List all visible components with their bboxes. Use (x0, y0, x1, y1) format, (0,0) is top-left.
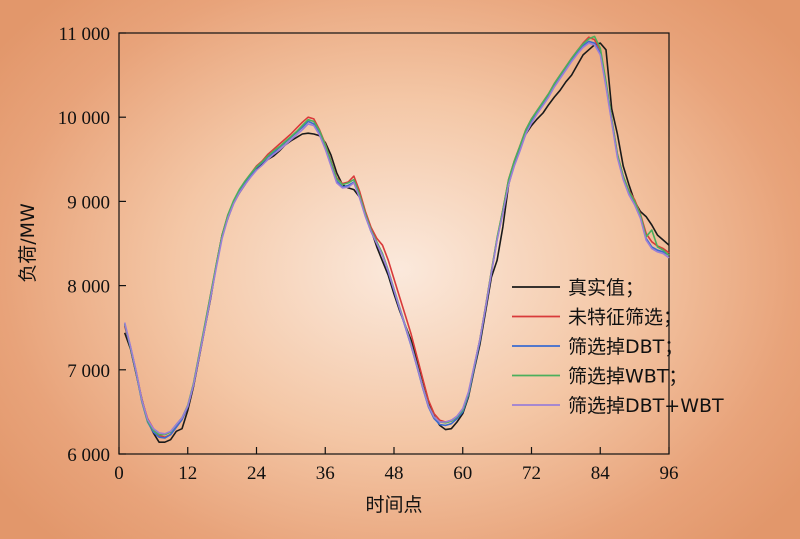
y-tick-label: 6 000 (67, 445, 110, 466)
x-tick-label: 84 (591, 463, 611, 484)
x-tick-label: 48 (385, 463, 404, 484)
y-tick-label: 7 000 (67, 361, 110, 382)
x-tick-label: 96 (660, 463, 679, 484)
x-tick-label: 60 (453, 463, 472, 484)
axis-ticks (118, 32, 670, 455)
plot-frame (118, 32, 670, 455)
series-line-5 (123, 42, 670, 435)
x-tick-label: 36 (316, 463, 335, 484)
x-tick-label: 24 (247, 463, 267, 484)
x-tick-label: 12 (178, 463, 197, 484)
legend-label-1: 真实值； (568, 277, 644, 299)
legend: 真实值； 未特征筛选； 筛选掉DBT； 筛选掉WBT； 筛选掉DBT+WBT (512, 277, 724, 417)
legend-label-2: 未特征筛选； (568, 307, 682, 329)
y-tick-label: 11 000 (58, 24, 110, 45)
legend-label-3: 筛选掉DBT； (568, 336, 683, 358)
x-axis-title: 时间点 (365, 494, 422, 516)
y-tick-label: 9 000 (67, 192, 110, 213)
legend-label-4: 筛选掉WBT； (568, 366, 687, 388)
y-tick-labels: 6 000 7 000 8 000 9 000 10 000 11 000 (58, 24, 110, 466)
legend-label-5: 筛选掉DBT+WBT (568, 395, 724, 417)
x-tick-label: 0 (114, 463, 124, 484)
y-axis-title: 负荷/MW (17, 203, 39, 283)
y-tick-label: 10 000 (58, 108, 110, 129)
x-tick-label: 72 (522, 463, 541, 484)
series-lines (123, 35, 670, 444)
x-tick-labels: 0 12 24 36 48 60 72 84 96 (114, 463, 678, 484)
y-tick-label: 8 000 (67, 277, 110, 298)
